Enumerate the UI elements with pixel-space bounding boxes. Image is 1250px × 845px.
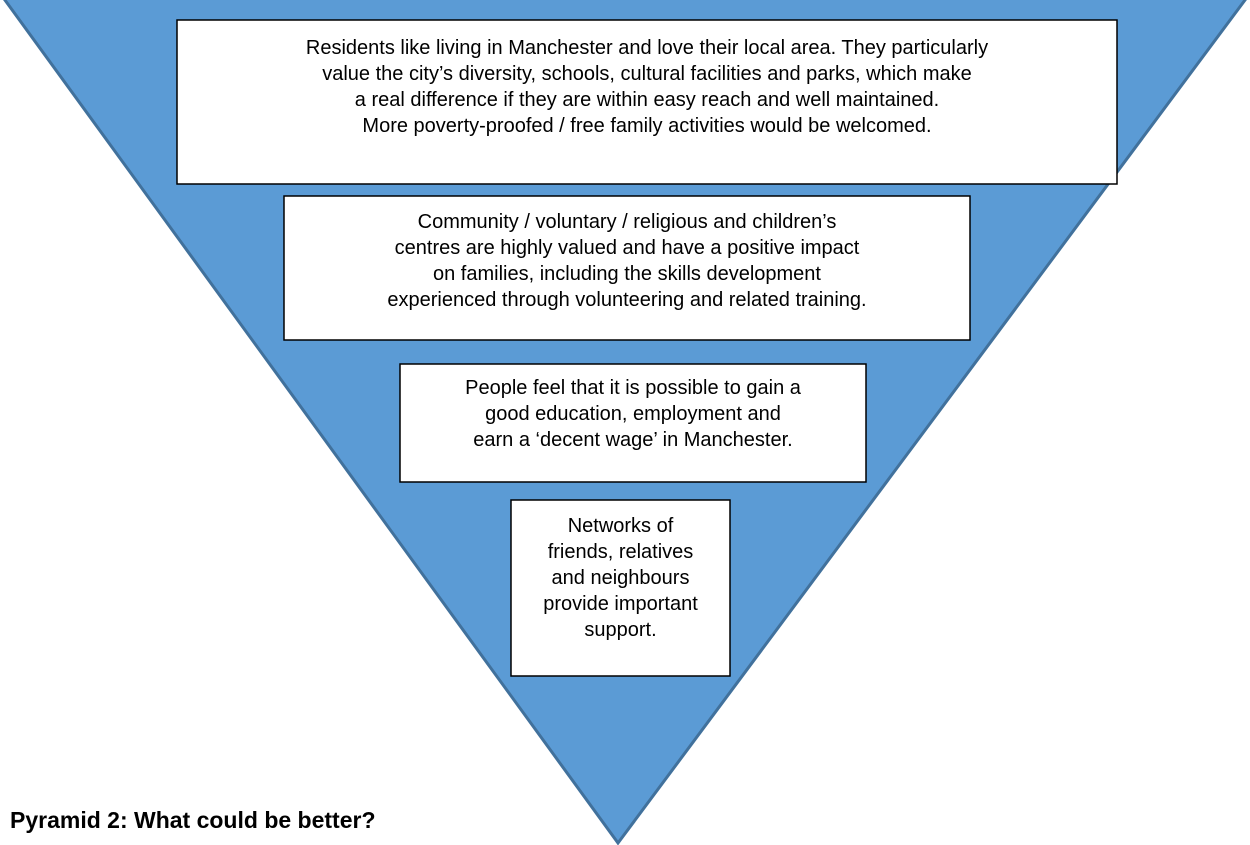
box-text-line: centres are highly valued and have a pos… [395,237,860,259]
text-box [176,19,1118,185]
box-text-line: and neighbours [552,567,690,589]
text-box [283,195,971,341]
box-text-line: People feel that it is possible to gain … [465,377,802,399]
box-text-line: on families, including the skills develo… [433,263,821,285]
text-box [510,499,731,677]
heading: Pyramid 2: What could be better? [10,807,376,833]
box-text-line: experienced through volunteering and rel… [387,289,866,311]
box-text-line: support. [584,619,656,641]
box-text-line: More poverty-proofed / free family activ… [362,115,931,137]
box-text-line: earn a ‘decent wage’ in Manchester. [473,429,792,451]
box-text-line: Residents like living in Manchester and … [306,37,988,59]
box-text-line: Networks of [568,515,674,537]
box-text-line: value the city’s diversity, schools, cul… [322,63,972,85]
box-text-line: friends, relatives [548,541,694,563]
box-text-line: a real difference if they are within eas… [355,89,939,111]
text-box [399,363,867,483]
box-text-line: good education, employment and [485,403,781,425]
box-text-line: Community / voluntary / religious and ch… [418,211,837,233]
box-text-line: provide important [543,593,698,615]
